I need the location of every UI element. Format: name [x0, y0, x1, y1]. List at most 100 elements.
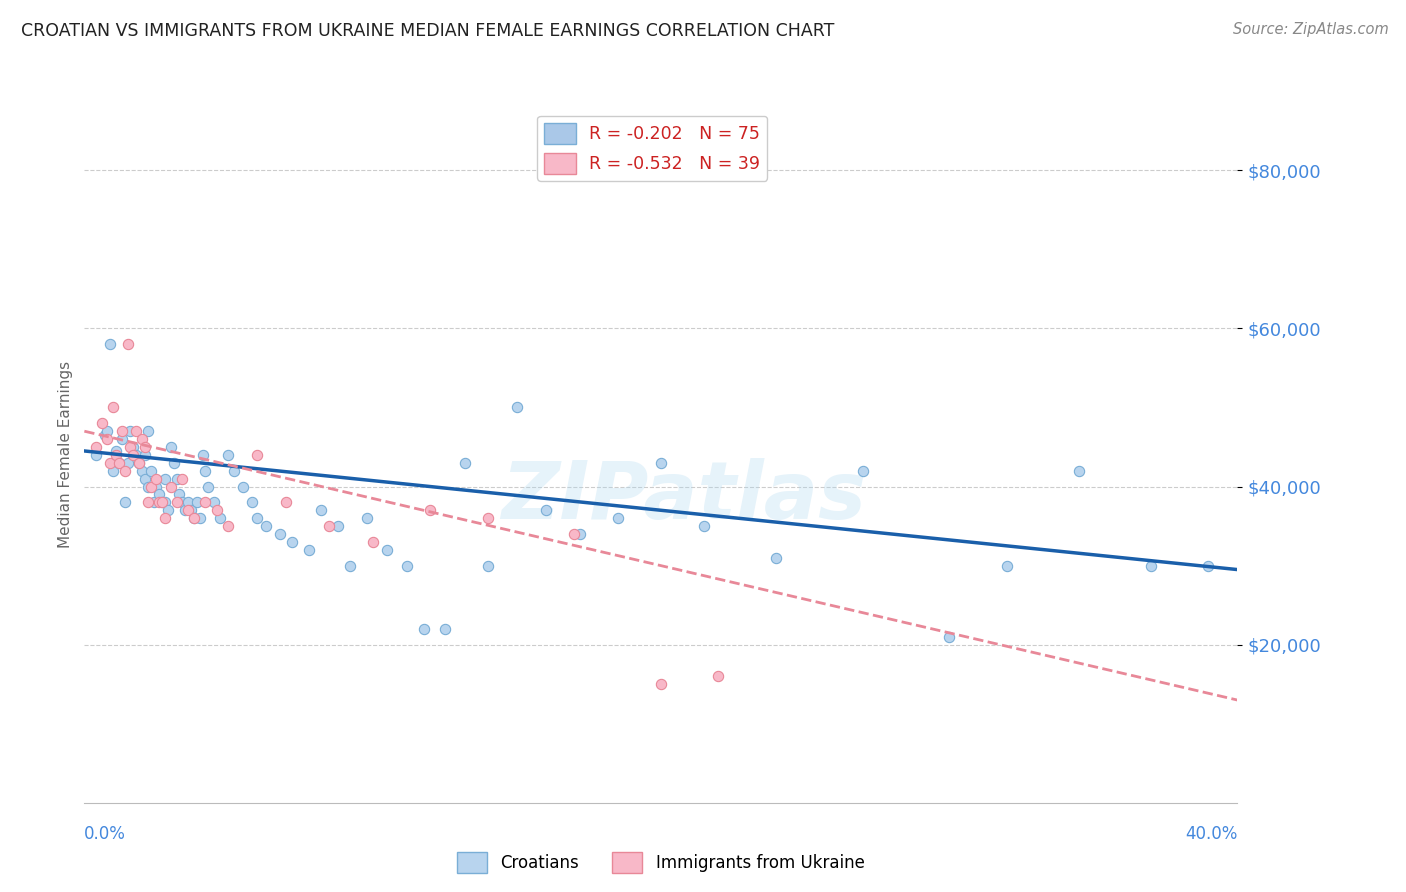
Point [995, 558, 1018, 573]
Point [534, 503, 557, 517]
Point [117, 337, 139, 351]
Legend: R = -0.202   N = 75, R = -0.532   N = 39: R = -0.202 N = 75, R = -0.532 N = 39 [537, 116, 768, 181]
Point [103, 464, 124, 478]
Point [120, 424, 142, 438]
Point [128, 456, 150, 470]
Point [153, 495, 176, 509]
Point [569, 527, 592, 541]
Point [197, 479, 219, 493]
Point [205, 503, 228, 517]
Point [150, 495, 173, 509]
Point [172, 495, 194, 509]
Point [562, 527, 586, 541]
Point [96, 424, 118, 438]
Point [136, 479, 159, 493]
Point [208, 511, 231, 525]
Point [160, 479, 183, 493]
Point [163, 456, 186, 470]
Point [765, 550, 787, 565]
Point [356, 511, 378, 525]
Point [1067, 464, 1090, 478]
Point [194, 495, 217, 509]
Point [139, 464, 162, 478]
Point [217, 448, 239, 462]
Point [177, 495, 200, 509]
Point [156, 503, 179, 517]
Point [84, 448, 107, 462]
Point [122, 448, 145, 462]
Point [224, 464, 246, 478]
Point [217, 519, 239, 533]
Point [136, 495, 159, 509]
Point [108, 456, 131, 470]
Point [650, 456, 672, 470]
Point [131, 464, 153, 478]
Point [194, 464, 217, 478]
Point [111, 424, 134, 438]
Point [120, 440, 142, 454]
Point [105, 444, 128, 458]
Point [122, 440, 145, 454]
Point [134, 440, 156, 454]
Point [309, 503, 332, 517]
Point [232, 479, 254, 493]
Point [166, 495, 188, 509]
Text: ZIPatlas: ZIPatlas [502, 458, 866, 536]
Point [98, 337, 121, 351]
Point [177, 503, 200, 517]
Point [186, 495, 208, 509]
Point [650, 677, 672, 691]
Point [246, 511, 269, 525]
Point [84, 440, 107, 454]
Point [150, 495, 173, 509]
Point [361, 535, 384, 549]
Point [274, 495, 298, 509]
Point [246, 448, 269, 462]
Point [183, 511, 205, 525]
Point [98, 456, 121, 470]
Text: CROATIAN VS IMMIGRANTS FROM UKRAINE MEDIAN FEMALE EARNINGS CORRELATION CHART: CROATIAN VS IMMIGRANTS FROM UKRAINE MEDI… [21, 22, 835, 40]
Point [375, 542, 398, 557]
Point [419, 503, 441, 517]
Point [142, 495, 165, 509]
Point [148, 495, 170, 509]
Point [145, 479, 167, 493]
Text: 0.0%: 0.0% [84, 825, 127, 843]
Point [125, 424, 148, 438]
Point [169, 487, 191, 501]
Point [339, 558, 361, 573]
Point [188, 511, 211, 525]
Point [131, 432, 153, 446]
Point [128, 456, 150, 470]
Point [139, 479, 162, 493]
Point [93, 428, 115, 442]
Point [454, 456, 477, 470]
Point [1139, 558, 1161, 573]
Point [125, 448, 148, 462]
Point [180, 503, 202, 517]
Point [269, 527, 291, 541]
Point [90, 417, 112, 431]
Point [160, 440, 183, 454]
Point [396, 558, 419, 573]
Y-axis label: Median Female Earnings: Median Female Earnings [58, 361, 73, 549]
Point [433, 622, 456, 636]
Point [506, 401, 529, 415]
Point [938, 630, 960, 644]
Point [191, 448, 214, 462]
Point [145, 472, 167, 486]
Point [693, 519, 716, 533]
Point [477, 511, 499, 525]
Point [477, 558, 499, 573]
Point [134, 448, 156, 462]
Point [96, 432, 118, 446]
Point [108, 456, 131, 470]
Point [1197, 558, 1219, 573]
Point [153, 472, 176, 486]
Point [326, 519, 349, 533]
Point [852, 464, 875, 478]
Point [606, 511, 628, 525]
Point [707, 669, 730, 683]
Text: 40.0%: 40.0% [1185, 825, 1237, 843]
Point [111, 432, 134, 446]
